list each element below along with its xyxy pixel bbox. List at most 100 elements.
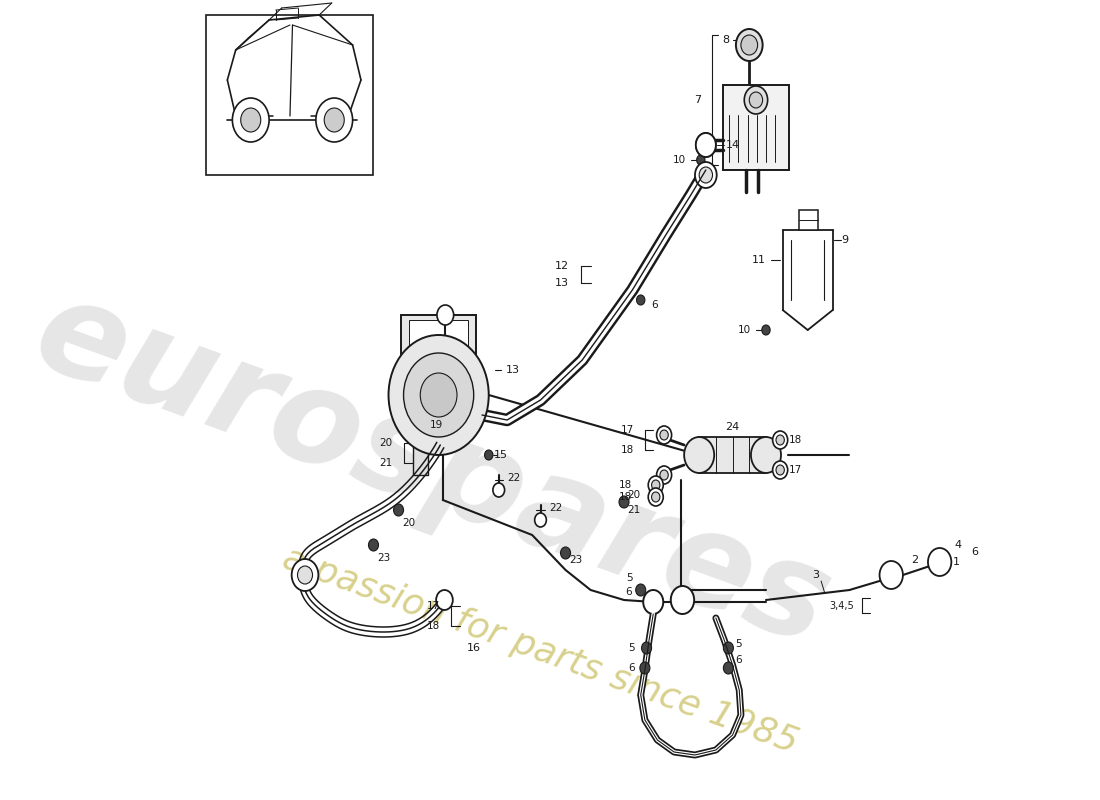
Circle shape (724, 662, 734, 674)
Text: 3,4,5: 3,4,5 (829, 601, 854, 611)
Circle shape (644, 590, 663, 614)
Text: 22: 22 (549, 503, 562, 513)
Circle shape (928, 548, 952, 576)
Circle shape (232, 98, 270, 142)
Text: 17: 17 (427, 601, 440, 611)
Text: 13: 13 (505, 365, 519, 375)
Text: 6: 6 (971, 547, 978, 557)
Text: 13: 13 (554, 278, 569, 288)
Text: 23: 23 (569, 555, 582, 565)
Text: 6: 6 (626, 587, 632, 597)
Circle shape (648, 488, 663, 506)
Text: 5: 5 (626, 573, 632, 583)
Circle shape (636, 584, 646, 596)
Text: 5: 5 (735, 639, 741, 649)
Circle shape (648, 476, 663, 494)
Text: 20: 20 (627, 490, 640, 500)
Text: 2: 2 (911, 555, 918, 565)
Circle shape (535, 513, 547, 527)
Circle shape (420, 373, 456, 417)
Text: 12: 12 (554, 261, 569, 271)
Circle shape (388, 335, 488, 455)
Text: 6: 6 (628, 663, 635, 673)
Circle shape (641, 642, 651, 654)
Text: 16: 16 (466, 643, 481, 653)
Text: 10: 10 (738, 325, 751, 335)
Circle shape (404, 353, 474, 437)
Text: 7: 7 (694, 95, 701, 105)
Circle shape (637, 295, 645, 305)
Circle shape (657, 426, 672, 444)
Circle shape (741, 35, 758, 55)
Circle shape (696, 133, 716, 157)
Text: 8: 8 (723, 35, 729, 45)
Bar (800, 210, 817, 230)
Text: 19: 19 (429, 420, 442, 430)
Circle shape (772, 461, 788, 479)
Text: 18: 18 (619, 492, 632, 502)
Bar (723, 85, 790, 170)
Text: 11: 11 (752, 255, 766, 265)
Text: 21: 21 (627, 505, 640, 515)
Circle shape (437, 305, 453, 325)
Text: 21: 21 (379, 458, 393, 468)
Circle shape (696, 155, 705, 165)
Circle shape (436, 590, 453, 610)
Text: a passion for parts since 1985: a passion for parts since 1985 (278, 541, 803, 759)
Text: 3: 3 (813, 570, 820, 580)
Circle shape (394, 504, 404, 516)
Text: 24: 24 (725, 422, 739, 432)
Text: 10: 10 (673, 155, 685, 165)
Circle shape (671, 586, 694, 614)
Circle shape (368, 539, 378, 551)
Text: 15: 15 (494, 450, 508, 460)
Circle shape (651, 492, 660, 502)
Text: 6: 6 (651, 300, 658, 310)
Circle shape (561, 547, 571, 559)
Circle shape (493, 483, 505, 497)
Bar (409, 320, 468, 355)
Circle shape (696, 133, 716, 157)
Text: 22: 22 (507, 473, 520, 483)
Circle shape (751, 437, 781, 473)
Circle shape (651, 480, 660, 490)
Circle shape (660, 430, 669, 440)
Text: 9: 9 (842, 235, 849, 245)
Circle shape (749, 92, 762, 108)
Text: 17: 17 (620, 425, 634, 435)
Text: 23: 23 (377, 553, 390, 563)
Circle shape (684, 437, 714, 473)
Text: 18: 18 (619, 480, 632, 490)
Circle shape (485, 450, 493, 460)
Text: 6: 6 (735, 655, 741, 665)
Circle shape (776, 465, 784, 475)
Bar (412, 439, 428, 475)
Circle shape (316, 98, 353, 142)
Circle shape (619, 496, 629, 508)
Circle shape (700, 167, 713, 183)
Text: eurospares: eurospares (18, 267, 846, 673)
Text: 18: 18 (620, 445, 634, 455)
Circle shape (241, 108, 261, 132)
Text: 18: 18 (789, 435, 802, 445)
Circle shape (660, 470, 669, 480)
Bar (700, 437, 766, 473)
Circle shape (724, 642, 734, 654)
Circle shape (762, 325, 770, 335)
Text: 5: 5 (628, 643, 635, 653)
Text: 4: 4 (955, 540, 961, 550)
Text: 14: 14 (726, 140, 739, 150)
Text: 17: 17 (789, 465, 802, 475)
Circle shape (324, 108, 344, 132)
Circle shape (695, 162, 717, 188)
Circle shape (297, 566, 312, 584)
Bar (207, 15, 374, 175)
Circle shape (657, 466, 672, 484)
Bar (402, 315, 476, 360)
Circle shape (776, 435, 784, 445)
Circle shape (880, 561, 903, 589)
Text: 20: 20 (379, 438, 393, 448)
Circle shape (772, 431, 788, 449)
Circle shape (292, 559, 318, 591)
Circle shape (745, 86, 768, 114)
